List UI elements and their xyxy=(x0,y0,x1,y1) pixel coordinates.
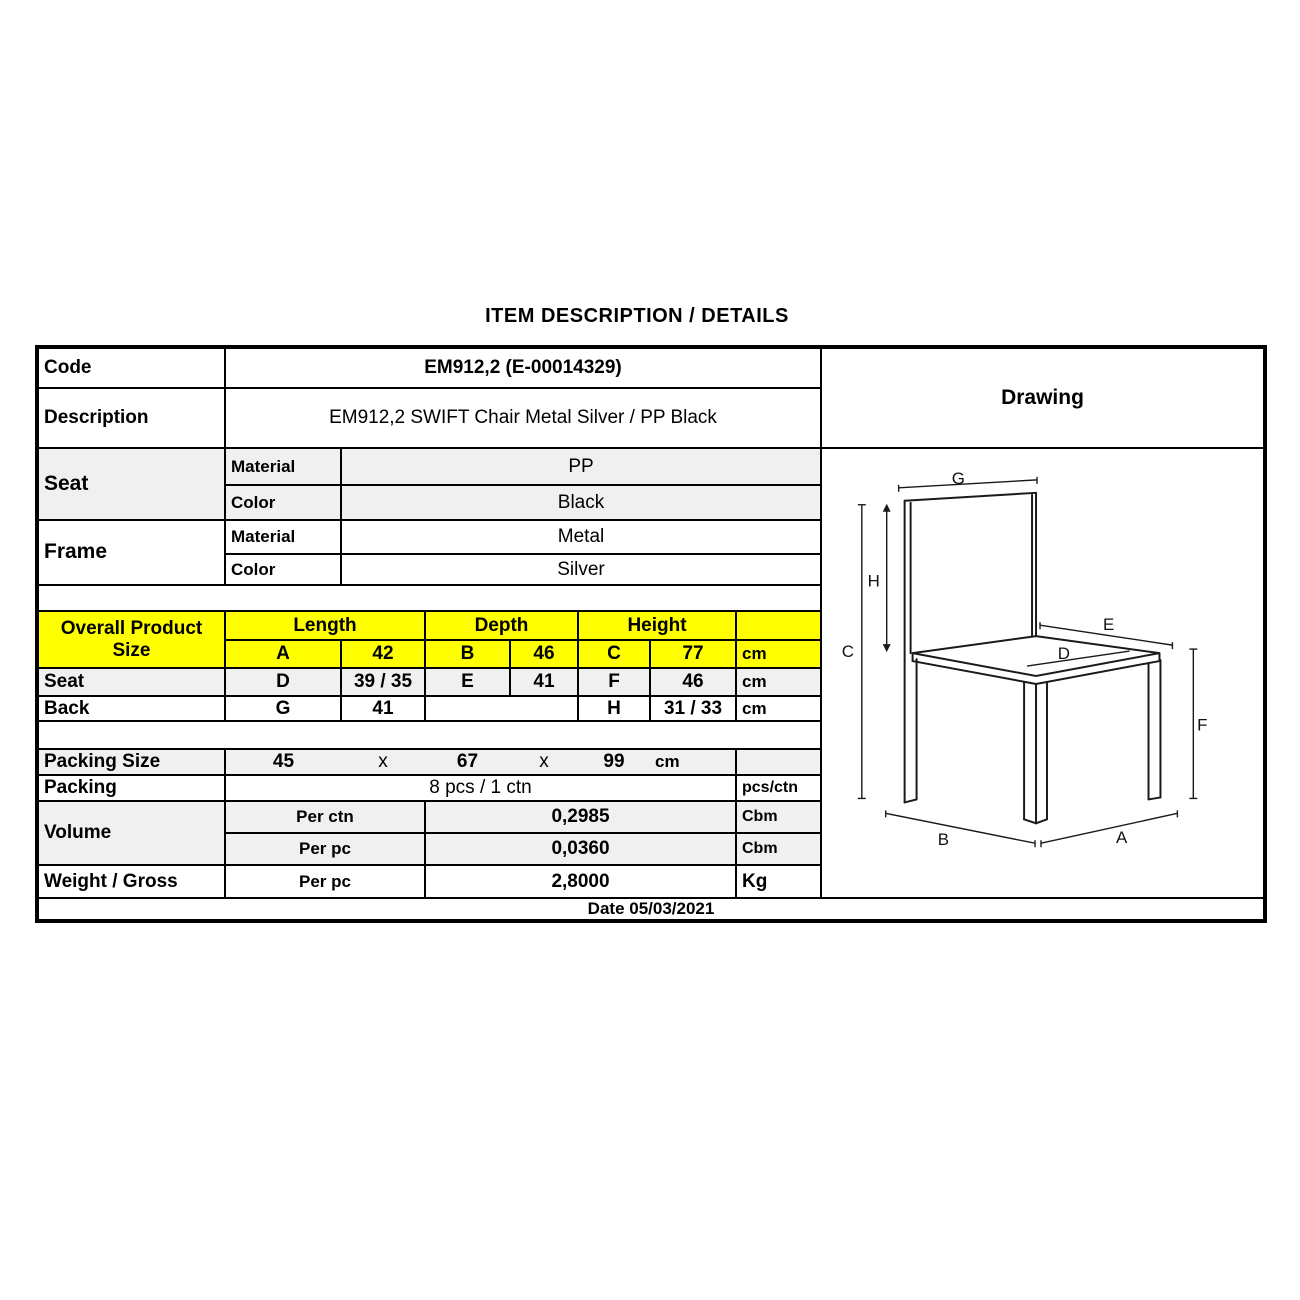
drawing-dim-label-b: B xyxy=(938,830,949,849)
overall-size-header: Overall Product Size xyxy=(38,611,225,668)
frame-material-value: Metal xyxy=(341,520,821,554)
overall-size-line1: Overall Product xyxy=(60,617,203,639)
drawing-dim-label-h: H xyxy=(868,571,880,590)
back-dims-label: Back xyxy=(38,696,225,721)
volume-per-ctn-value: 0,2985 xyxy=(425,801,736,833)
code-value: EM912,2 (E-00014329) xyxy=(225,348,821,388)
description-label: Description xyxy=(38,388,225,448)
dim-value-f: 46 xyxy=(650,668,736,696)
dim-value-d: 39 / 35 xyxy=(341,668,425,696)
packing-size-label: Packing Size xyxy=(38,749,225,775)
length-header: Length xyxy=(225,611,425,640)
seat-color-label: Color xyxy=(225,485,341,520)
packing-label: Packing xyxy=(38,775,225,801)
packing-size-values: 45 x 67 x 99 cm xyxy=(225,749,736,775)
seat-material-value: PP xyxy=(341,448,821,485)
volume-per-pc-label: Per pc xyxy=(225,833,425,865)
drawing-panel: G H C E D F B A xyxy=(821,448,1264,898)
packing-size-token: x xyxy=(378,751,388,773)
volume-per-ctn-label: Per ctn xyxy=(225,801,425,833)
dim-value-a: 42 xyxy=(341,640,425,668)
drawing-dim-label-g: G xyxy=(952,469,965,488)
seat-color-value: Black xyxy=(341,485,821,520)
seat-material-label: Material xyxy=(225,448,341,485)
dim-letter-e: E xyxy=(425,668,510,696)
seat-section-label: Seat xyxy=(38,448,225,520)
frame-section-label: Frame xyxy=(38,520,225,585)
dim-value-c: 77 xyxy=(650,640,736,668)
spec-table: Code EM912,2 (E-00014329) Drawing Descri… xyxy=(35,345,1267,923)
drawing-dim-label-d: D xyxy=(1058,644,1070,663)
frame-color-value: Silver xyxy=(341,554,821,585)
dim-unit-back: cm xyxy=(736,696,821,721)
dim-unit-seat: cm xyxy=(736,668,821,696)
packing-size-unit: cm xyxy=(655,752,680,772)
drawing-dim-label-c: C xyxy=(842,642,854,661)
weight-per-pc-label: Per pc xyxy=(225,865,425,898)
dim-value-g: 41 xyxy=(341,696,425,721)
seat-dims-label: Seat xyxy=(38,668,225,696)
weight-value: 2,8000 xyxy=(425,865,736,898)
packing-size-token: 45 xyxy=(272,751,295,773)
packing-value: 8 pcs / 1 ctn xyxy=(225,775,736,801)
dim-letter-d: D xyxy=(225,668,341,696)
dim-letter-b: B xyxy=(425,640,510,668)
frame-material-label: Material xyxy=(225,520,341,554)
dim-value-h: 31 / 33 xyxy=(650,696,736,721)
overall-size-line2: Size xyxy=(112,639,151,661)
volume-per-ctn-unit: Cbm xyxy=(736,801,821,833)
dim-letter-a: A xyxy=(225,640,341,668)
weight-label: Weight / Gross xyxy=(38,865,225,898)
weight-unit: Kg xyxy=(736,865,821,898)
volume-label: Volume xyxy=(38,801,225,865)
volume-per-pc-unit: Cbm xyxy=(736,833,821,865)
packing-size-token: 99 xyxy=(603,751,625,773)
unit-header-empty xyxy=(736,611,821,640)
dim-unit-overall: cm xyxy=(736,640,821,668)
date-row: Date 05/03/2021 xyxy=(38,898,1264,920)
packing-size-token: 67 xyxy=(456,751,479,773)
frame-color-label: Color xyxy=(225,554,341,585)
back-depth-empty xyxy=(425,696,578,721)
height-header: Height xyxy=(578,611,736,640)
code-label: Code xyxy=(38,348,225,388)
spacer-row xyxy=(38,585,821,611)
drawing-dim-label-e: E xyxy=(1103,615,1114,634)
dim-value-e: 41 xyxy=(510,668,578,696)
page-title: ITEM DESCRIPTION / DETAILS xyxy=(485,305,789,327)
volume-per-pc-value: 0,0360 xyxy=(425,833,736,865)
chair-drawing: G H C E D F B A xyxy=(842,469,1208,849)
depth-header: Depth xyxy=(425,611,578,640)
dim-letter-f: F xyxy=(578,668,650,696)
packing-size-token: x xyxy=(539,751,549,773)
dim-value-b: 46 xyxy=(510,640,578,668)
packing-size-empty xyxy=(736,749,821,775)
description-value: EM912,2 SWIFT Chair Metal Silver / PP Bl… xyxy=(225,388,821,448)
drawing-panel-title: Drawing xyxy=(821,348,1264,448)
drawing-dim-label-a: A xyxy=(1116,828,1128,847)
dim-letter-h: H xyxy=(578,696,650,721)
packing-unit: pcs/ctn xyxy=(736,775,821,801)
spacer-row xyxy=(38,721,821,749)
dim-letter-g: G xyxy=(225,696,341,721)
dim-letter-c: C xyxy=(578,640,650,668)
drawing-dim-label-f: F xyxy=(1197,716,1207,735)
